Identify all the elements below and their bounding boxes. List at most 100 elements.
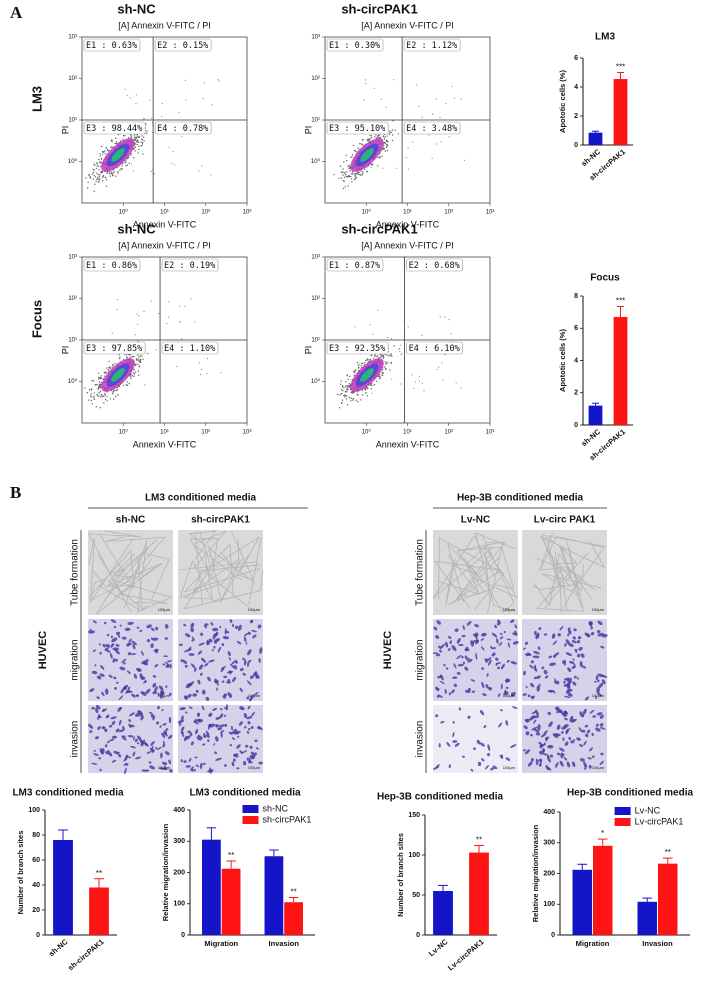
cell — [552, 640, 558, 646]
cell — [513, 632, 518, 636]
cell — [579, 758, 585, 762]
event — [178, 112, 180, 114]
cell — [505, 720, 509, 726]
cell — [162, 740, 165, 744]
y-axis-label: Apototic cells (%) — [558, 70, 567, 133]
event — [347, 185, 349, 187]
cell — [481, 632, 487, 637]
cell — [474, 632, 479, 637]
cell — [486, 673, 489, 677]
cell — [134, 738, 138, 743]
scale-bar-label: 100μm — [158, 765, 171, 770]
bar — [592, 845, 613, 935]
quadrant-label: E2 : 0.19% — [164, 261, 215, 271]
bar — [284, 902, 303, 935]
event — [123, 384, 125, 387]
event — [344, 395, 347, 397]
cell — [242, 672, 246, 676]
event — [361, 394, 364, 396]
event — [90, 393, 92, 395]
event — [112, 169, 115, 171]
event — [352, 173, 354, 175]
cell — [563, 680, 566, 684]
cell — [187, 693, 192, 698]
event — [135, 139, 137, 142]
event — [138, 358, 140, 360]
cell — [197, 718, 201, 723]
event — [97, 181, 100, 183]
cell — [128, 712, 135, 717]
cell — [589, 709, 595, 714]
quadrant-box — [403, 121, 461, 135]
cell — [433, 626, 438, 631]
cell — [160, 752, 163, 759]
micrograph — [432, 705, 518, 773]
cell — [224, 764, 227, 767]
cell — [539, 759, 542, 767]
event — [95, 167, 98, 170]
event — [144, 384, 146, 386]
event — [372, 385, 374, 387]
event — [359, 142, 361, 145]
event — [98, 175, 101, 178]
event — [439, 316, 441, 318]
cell — [212, 633, 216, 640]
cell — [572, 658, 575, 661]
event — [125, 161, 127, 163]
event — [415, 84, 418, 86]
cell — [177, 719, 184, 724]
cell — [448, 692, 452, 696]
cell — [458, 643, 464, 647]
bar — [613, 79, 628, 145]
event — [103, 151, 105, 153]
event — [357, 147, 359, 149]
event — [141, 135, 143, 137]
event — [111, 392, 114, 395]
cell — [594, 680, 597, 683]
cell — [548, 690, 553, 693]
event — [134, 150, 136, 152]
cell — [481, 681, 485, 689]
cell — [250, 751, 256, 758]
event — [364, 168, 366, 170]
cell — [531, 726, 538, 731]
event — [377, 165, 379, 167]
cell — [439, 643, 445, 650]
row-label: invasion — [70, 721, 81, 758]
plot-title: [A] Annexin V-FITC / PI — [361, 20, 454, 30]
x-axis-label: Annexin V-FITC — [376, 219, 440, 229]
cell — [141, 769, 147, 772]
event — [344, 174, 347, 176]
cell — [534, 630, 537, 636]
event — [375, 134, 377, 136]
event — [349, 170, 351, 172]
cell — [164, 637, 168, 640]
cell — [141, 660, 146, 665]
event — [93, 190, 96, 192]
cell — [238, 721, 243, 726]
cell — [458, 707, 462, 711]
event — [354, 178, 356, 181]
cell — [564, 643, 567, 647]
cell — [111, 735, 117, 739]
cell — [490, 645, 493, 649]
event — [137, 370, 140, 372]
quadrant-label: E4 : 6.10% — [409, 344, 460, 354]
cell — [453, 683, 458, 688]
row-label: migration — [415, 639, 426, 680]
event — [460, 387, 462, 389]
cell — [136, 626, 140, 629]
event — [387, 141, 389, 143]
cell — [506, 659, 510, 663]
event — [339, 383, 342, 385]
cell — [219, 708, 223, 711]
event — [146, 352, 149, 355]
y-tick-label: 100 — [173, 901, 185, 908]
cell — [149, 747, 154, 752]
event — [104, 150, 106, 152]
legend-swatch — [242, 816, 259, 824]
event — [384, 150, 387, 152]
cell — [599, 714, 604, 719]
tube — [437, 556, 500, 602]
event — [94, 183, 96, 185]
